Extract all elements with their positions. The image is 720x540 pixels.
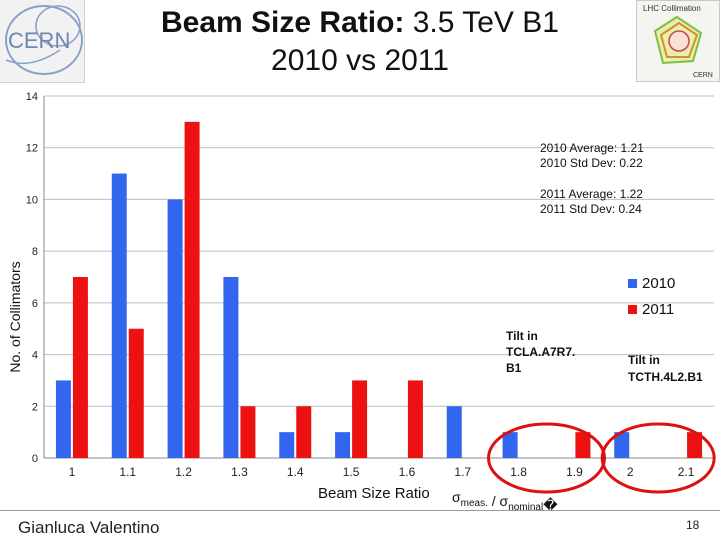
- bar-2010-1.8: [502, 432, 518, 458]
- bar-2011-1.1: [128, 328, 144, 458]
- annotation-text: B1: [506, 361, 522, 375]
- y-tick-label: 12: [26, 143, 38, 155]
- x-tick-label: 1.5: [343, 465, 360, 479]
- y-axis-label: No. of Collimators: [7, 261, 23, 372]
- x-tick-label: 2.1: [678, 465, 695, 479]
- y-tick-label: 0: [32, 453, 38, 465]
- y-tick-label: 10: [26, 194, 38, 206]
- bar-2010-1.4: [279, 432, 295, 458]
- y-tick-label: 6: [32, 298, 38, 310]
- legend-label-2010: 2010: [642, 275, 675, 292]
- bar-2010-1.3: [223, 277, 239, 458]
- slide-title: Beam Size Ratio: 3.5 TeV B1 2010 vs 2011: [90, 4, 630, 80]
- page-number: 18: [686, 518, 700, 532]
- x-tick-label: 1.7: [454, 465, 471, 479]
- bar-2011-1.3: [240, 406, 256, 458]
- x-tick-label: 1.6: [399, 465, 416, 479]
- x-tick-label: 1.3: [231, 465, 248, 479]
- bar-2011-1.2: [184, 121, 200, 458]
- annotation-text: TCLA.A7R7.: [506, 345, 575, 359]
- x-tick-label: 1.8: [510, 465, 527, 479]
- x-tick-label: 1.1: [119, 465, 136, 479]
- bar-2011-1.4: [296, 406, 312, 458]
- cern-logo-text: CERN: [8, 28, 70, 53]
- annotation-text: TCTH.4L2.B1: [628, 370, 703, 384]
- title-rest-part: 3.5 TeV B1: [412, 6, 559, 39]
- y-tick-label: 4: [32, 350, 38, 362]
- y-tick-label: 2: [32, 401, 38, 413]
- x-tick-label: 1.2: [175, 465, 192, 479]
- formula-part: σ: [500, 493, 509, 509]
- formula-subscript: nominal: [508, 502, 543, 513]
- formula-part: �: [543, 497, 558, 513]
- stat-line: 2010 Average: 1.21: [540, 141, 644, 155]
- bar-2011-1.5: [352, 380, 368, 458]
- x-tick-label: 1: [69, 465, 76, 479]
- footer-divider: [0, 510, 720, 511]
- annotation-text: Tilt in: [628, 353, 660, 367]
- stat-line: 2011 Std Dev: 0.24: [540, 202, 642, 216]
- stat-line: 2011 Average: 1.22: [540, 187, 643, 201]
- presenter-name: Gianluca Valentino: [18, 518, 160, 537]
- legend-label-2011: 2011: [642, 301, 674, 318]
- bar-2010-1.2: [167, 199, 183, 458]
- lhc-logo-title: LHC Collimation: [643, 4, 701, 13]
- lhc-logo-cern: CERN: [693, 72, 713, 79]
- title-line-2: 2010 vs 2011: [271, 44, 449, 77]
- x-axis-label: Beam Size Ratio: [318, 485, 430, 502]
- formula-part: /: [488, 493, 500, 509]
- y-tick-label: 8: [32, 246, 38, 258]
- bar-2011-1.9: [575, 432, 591, 458]
- legend-swatch-2010: [628, 279, 637, 288]
- annotation-circle: [487, 422, 606, 494]
- x-tick-label: 1.4: [287, 465, 304, 479]
- bar-2011-1.6: [407, 380, 423, 458]
- title-bold-part: Beam Size Ratio:: [161, 6, 405, 39]
- legend-swatch-2011: [628, 305, 637, 314]
- formula-part: σ: [452, 489, 461, 505]
- bar-2010-1.5: [335, 432, 351, 458]
- bar-2011-1: [72, 277, 88, 458]
- bar-2010-2: [614, 432, 630, 458]
- cern-logo: CERN: [0, 0, 85, 83]
- x-tick-label: 1.9: [566, 465, 583, 479]
- lhc-logo-graphic: LHC Collimation CERN: [643, 4, 713, 79]
- annotation-text: Tilt in: [506, 329, 538, 343]
- formula-subscript: meas.: [461, 498, 488, 509]
- x-tick-label: 2: [627, 465, 634, 479]
- title-line-1: Beam Size Ratio: 3.5 TeV B1: [90, 4, 630, 42]
- annotation-circle: [600, 422, 716, 494]
- bar-2010-1: [55, 380, 71, 458]
- bar-2010-1.7: [446, 406, 462, 458]
- bar-2010-1.1: [111, 173, 127, 459]
- cern-logo-graphic: CERN: [5, 5, 83, 75]
- bar-2011-2.1: [687, 432, 703, 458]
- y-tick-label: 14: [26, 91, 38, 103]
- x-axis-formula: σmeas. / σnominal�: [452, 489, 558, 513]
- stat-line: 2010 Std Dev: 0.22: [540, 156, 643, 170]
